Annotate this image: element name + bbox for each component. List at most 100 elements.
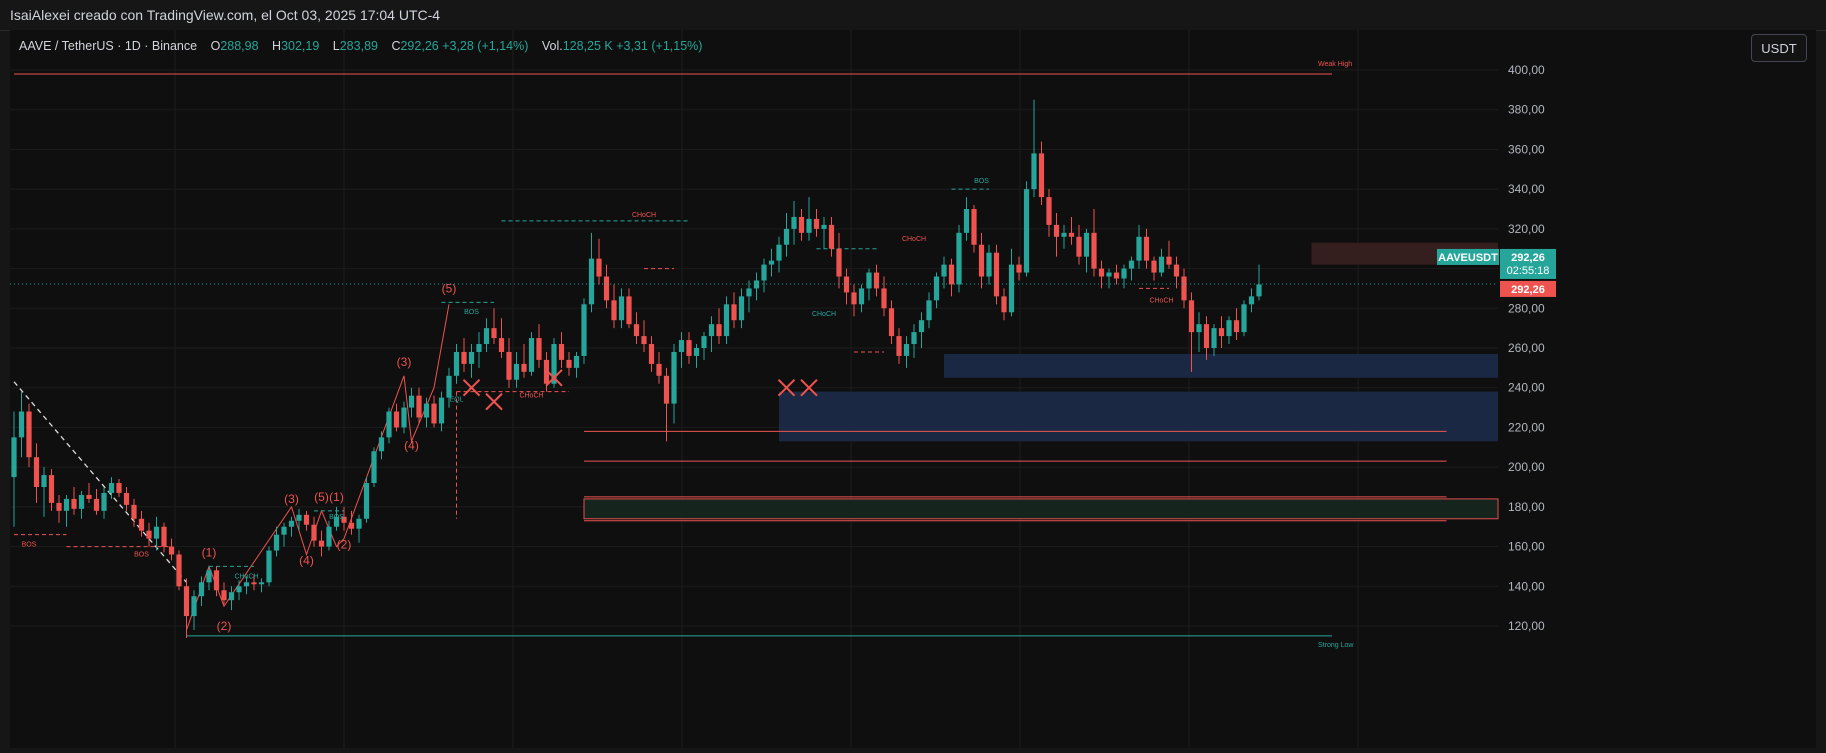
countdown-value: 02:55:18 <box>1507 265 1550 277</box>
candle-body <box>498 338 505 352</box>
y-tick-label: 200,00 <box>1508 460 1545 474</box>
candle-body <box>416 395 422 418</box>
candle-body <box>956 232 962 285</box>
candle-body <box>296 514 302 521</box>
candle-body <box>926 300 932 321</box>
last-price-badge <box>1500 248 1556 279</box>
candle-body <box>123 492 130 505</box>
symbol-name[interactable]: AAVE / TetherUS · 1D · Binance <box>19 39 198 53</box>
candle-body <box>168 546 175 555</box>
x-marker <box>462 379 481 397</box>
candle-body <box>176 554 182 587</box>
close-label: C <box>391 39 401 53</box>
candle-body <box>933 276 940 301</box>
candle-body <box>566 359 572 368</box>
candle-body <box>768 260 775 265</box>
candle-body <box>326 526 332 547</box>
symbol-legend: AAVE / TetherUS · 1D · Binance O288,98 H… <box>19 39 702 53</box>
x-marker <box>777 379 796 397</box>
structure-label: CHoCH <box>234 573 258 580</box>
candle-body <box>881 288 887 309</box>
candle-body <box>146 530 152 539</box>
candle-body <box>1241 304 1247 333</box>
candle-body <box>723 304 730 337</box>
candle-body <box>1166 256 1172 265</box>
volume-change: +3,31 (+1,15%) <box>616 39 703 53</box>
y-tick-label: 180,00 <box>1508 500 1545 514</box>
candle-body <box>273 534 280 551</box>
candlestick-chart[interactable]: 120,00 140,00 160,00 180,00 200,00 220,00 240,… <box>10 30 1816 748</box>
candle-body <box>1188 300 1195 333</box>
candle-body <box>641 336 647 345</box>
candle-body <box>26 411 32 458</box>
wave-label: (3) <box>397 355 412 369</box>
candle-body <box>86 494 92 499</box>
candle-body <box>56 502 62 511</box>
candle-body <box>431 403 437 424</box>
candle-body <box>483 328 490 345</box>
candle-body <box>776 244 782 261</box>
zone-blue <box>779 391 1498 442</box>
candle-body <box>71 498 77 509</box>
structure-label: CHoCH <box>632 212 656 219</box>
y-tick-label: 400,00 <box>1508 63 1545 77</box>
candle-body <box>251 582 257 585</box>
candle-body <box>1001 296 1007 313</box>
candle-body <box>873 272 880 289</box>
candle-body <box>1173 264 1180 277</box>
candle-body <box>258 582 265 585</box>
candle-body <box>1038 153 1045 198</box>
currency-button[interactable]: USDT <box>1751 34 1807 62</box>
candle-body <box>551 344 557 384</box>
level-label: Weak High <box>1318 61 1352 68</box>
y-tick-label: 360,00 <box>1508 142 1545 156</box>
candle-body <box>1061 232 1067 237</box>
candle-body <box>33 457 40 487</box>
wave-label: (1) <box>202 546 217 560</box>
candle-body <box>288 520 295 527</box>
candle-body <box>1196 324 1202 333</box>
candle-body <box>753 280 760 289</box>
candle-body <box>686 340 692 356</box>
x-marker <box>545 369 563 387</box>
high-value: 302,19 <box>281 39 320 53</box>
candle-body <box>1083 232 1090 257</box>
candle-body <box>206 570 212 583</box>
x-marker <box>800 379 818 397</box>
candle-body <box>41 475 47 487</box>
candle-body <box>386 411 392 438</box>
zone-blue <box>944 353 1498 378</box>
candle-body <box>918 320 925 333</box>
candle-body <box>461 351 467 364</box>
candle-body <box>573 355 580 368</box>
snapshot-caption: IsaiAlexei creado con TradingView.com, e… <box>10 7 441 23</box>
candle-body <box>401 407 407 428</box>
candle-body <box>1113 272 1120 279</box>
candle-body <box>701 336 707 348</box>
candle-body <box>63 498 70 511</box>
candle-body <box>746 288 752 297</box>
candle-body <box>663 375 670 404</box>
candle-body <box>836 248 842 277</box>
candle-body <box>506 351 512 380</box>
price-marker-value: 292,26 <box>1511 284 1545 296</box>
candle-body <box>1076 236 1082 257</box>
open-value: 288,98 <box>220 39 259 53</box>
candle-body <box>948 264 955 285</box>
y-tick-label: 280,00 <box>1508 301 1545 315</box>
structure-label: EQL <box>449 397 463 404</box>
candle-body <box>468 351 475 364</box>
candle-body <box>896 336 902 356</box>
candle-body <box>761 264 767 281</box>
candle-body <box>153 526 160 539</box>
candle-body <box>611 300 617 321</box>
chart-area[interactable]: 120,00 140,00 160,00 180,00 200,00 220,00 240,… <box>10 30 1816 748</box>
wave-label: (5) <box>314 490 329 504</box>
candle-body <box>558 344 565 360</box>
high-label: H <box>272 39 282 53</box>
candle-body <box>423 403 430 418</box>
candle-body <box>281 526 287 535</box>
candle-body <box>738 296 745 321</box>
candle-body <box>693 348 700 356</box>
candle-body <box>903 344 910 356</box>
